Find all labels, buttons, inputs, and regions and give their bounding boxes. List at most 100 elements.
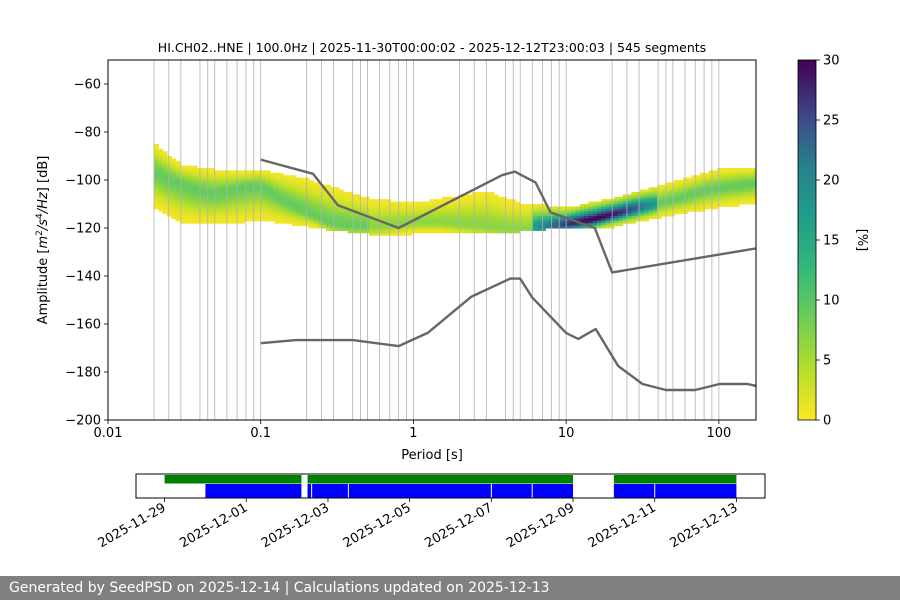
heatmap-cell <box>433 216 439 219</box>
heatmap-cell <box>162 160 168 164</box>
heatmap-cell <box>506 228 512 231</box>
heatmap-cell <box>201 211 207 215</box>
heatmap-cell <box>386 225 392 229</box>
heatmap-cell <box>687 187 693 191</box>
heatmap-cell <box>601 223 607 227</box>
heatmap-cell <box>227 211 232 215</box>
heatmap-cell <box>313 225 318 229</box>
heatmap-cell <box>394 228 400 231</box>
heatmap-cell <box>485 223 490 227</box>
heatmap-cell <box>192 184 198 188</box>
heatmap-cell <box>179 177 185 181</box>
heatmap-cell <box>588 223 594 227</box>
heatmap-cell <box>343 216 349 219</box>
heatmap-cell <box>644 218 650 222</box>
heatmap-cell <box>227 184 232 188</box>
heatmap-cell <box>235 189 241 193</box>
heatmap-cell <box>158 182 164 186</box>
heatmap-cell <box>330 216 336 219</box>
heatmap-cell <box>201 208 207 212</box>
heatmap-cell <box>648 211 654 215</box>
heatmap-cell <box>446 230 452 234</box>
heatmap-cell <box>734 182 740 186</box>
heatmap-cell <box>179 168 185 171</box>
heatmap-cell <box>373 225 379 229</box>
heatmap-cell <box>227 213 232 217</box>
heatmap-cell <box>515 208 521 212</box>
heatmap-cell <box>472 199 478 203</box>
heatmap-cell <box>214 192 220 195</box>
heatmap-cell <box>283 218 288 222</box>
heatmap-cell <box>502 201 508 205</box>
heatmap-cell <box>459 199 465 203</box>
heatmap-cell <box>657 206 662 210</box>
heatmap-cell <box>657 192 662 195</box>
heatmap-cell <box>248 204 254 207</box>
heatmap-cell <box>334 194 340 198</box>
heatmap-cell <box>713 172 718 176</box>
heatmap-cell <box>584 211 589 215</box>
colorbar-tick-label: 0 <box>823 414 831 429</box>
heatmap-cell <box>661 194 667 198</box>
heatmap-cell <box>162 153 168 157</box>
heatmap-cell <box>695 208 701 212</box>
heatmap-cell <box>674 194 680 198</box>
heatmap-cell <box>442 208 447 212</box>
heatmap-cell <box>463 199 469 203</box>
heatmap-cell <box>502 216 508 219</box>
heatmap-cell <box>295 199 301 203</box>
heatmap-cell <box>394 206 400 210</box>
heatmap-cell <box>717 182 723 186</box>
heatmap-cell <box>747 175 753 179</box>
heatmap-cell <box>704 177 710 181</box>
heatmap-cell <box>652 194 658 198</box>
heatmap-cell <box>252 177 258 181</box>
heatmap-cell <box>175 184 181 188</box>
heatmap-cell <box>713 192 718 195</box>
heatmap-cell <box>467 230 473 234</box>
heatmap-cell <box>330 213 336 217</box>
heatmap-cell <box>751 175 756 179</box>
heatmap-cell <box>489 213 495 217</box>
heatmap-cell <box>356 230 361 234</box>
heatmap-cell <box>248 216 254 219</box>
heatmap-cell <box>278 206 284 210</box>
heatmap-cell <box>222 216 228 219</box>
heatmap-cell <box>188 201 194 205</box>
heatmap-cell <box>295 223 301 227</box>
heatmap-cell <box>502 199 508 203</box>
heatmap-cell <box>390 213 396 217</box>
heatmap-cell <box>261 196 267 200</box>
heatmap-cell <box>429 228 435 231</box>
heatmap-cell <box>541 213 546 217</box>
heatmap-cell <box>605 199 611 203</box>
heatmap-cell <box>248 206 254 210</box>
heatmap-cell <box>717 201 723 205</box>
heatmap-cell <box>575 208 581 212</box>
heatmap-cell <box>450 220 456 224</box>
heatmap-cell <box>433 204 439 207</box>
heatmap-cell <box>231 180 237 183</box>
heatmap-cell <box>596 208 602 212</box>
heatmap-cell <box>416 228 422 231</box>
heatmap-cell <box>351 213 357 217</box>
heatmap-cell <box>338 216 344 219</box>
heatmap-cell <box>618 223 624 227</box>
heatmap-cell <box>321 225 327 229</box>
heatmap-cell <box>356 218 361 222</box>
heatmap-cell <box>493 230 499 234</box>
heatmap-cell <box>489 218 495 222</box>
heatmap-cell <box>523 211 529 215</box>
heatmap-cell <box>553 223 559 227</box>
heatmap-cell <box>369 232 374 236</box>
heatmap-cell <box>523 206 529 210</box>
heatmap-cell <box>218 199 224 203</box>
heatmap-cell <box>480 211 486 215</box>
heatmap-cell <box>433 213 439 217</box>
heatmap-cell <box>665 201 671 205</box>
heatmap-cell <box>502 225 508 229</box>
chart-title: HI.CH02..HNE | 100.0Hz | 2025-11-30T00:0… <box>158 40 706 55</box>
heatmap-cell <box>498 196 503 200</box>
heatmap-cell <box>493 194 499 198</box>
heatmap-cell <box>442 223 447 227</box>
